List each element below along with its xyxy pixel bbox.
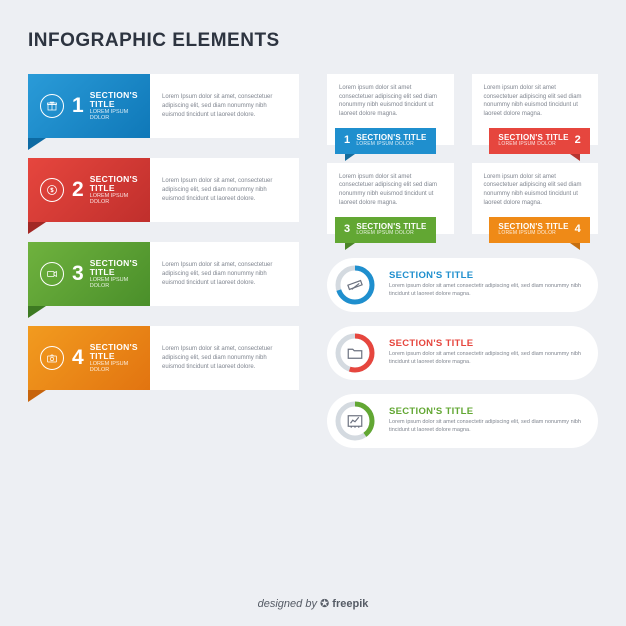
tab-subtitle: LOREM IPSUM DOLOR <box>356 231 426 236</box>
cards-grid: Lorem ipsum dolor sit amet consectetuer … <box>327 74 598 234</box>
pill-body: Lorem ipsum dolor sit amet consectetir a… <box>389 283 582 298</box>
dollar-icon <box>40 178 64 202</box>
freepik-icon: ✪ <box>320 598 332 610</box>
bubble-number: 4 <box>72 346 84 370</box>
pill-body: Lorem ipsum dolor sit amet consectetir a… <box>389 351 582 366</box>
row-description: Lorem Ipsum dolor sit amet, consectetuer… <box>150 74 299 138</box>
left-column: 1 SECTION'S TITLE LOREM IPSUM DOLOR.row:… <box>28 74 299 462</box>
pill-2: SECTION'S TITLE Lorem ipsum dolor sit am… <box>327 326 598 380</box>
right-column: Lorem ipsum dolor sit amet consectetuer … <box>327 74 598 462</box>
bubble-title: SECTION'S TITLE <box>90 91 140 108</box>
tab-number: 4 <box>575 222 581 238</box>
tab-subtitle: LOREM IPSUM DOLOR <box>356 142 426 147</box>
bubble-1: 1 SECTION'S TITLE LOREM IPSUM DOLOR.row:… <box>28 74 150 138</box>
camera-icon <box>40 346 64 370</box>
pill-title: SECTION'S TITLE <box>389 338 582 349</box>
card-tab-3: 3SECTION'S TITLELOREM IPSUM DOLOR <box>335 217 436 243</box>
bubble-subtitle: LOREM IPSUM DOLOR <box>90 278 140 289</box>
tab-subtitle: LOREM IPSUM DOLOR <box>498 142 568 147</box>
pill-title: SECTION'S TITLE <box>389 406 582 417</box>
pill-ring <box>335 401 375 441</box>
bubble-number: 1 <box>72 94 84 118</box>
bubble-2: 2 SECTION'S TITLE LOREM IPSUM DOLOR.row:… <box>28 158 150 222</box>
left-row-3: 3 SECTION'S TITLE LOREM IPSUM DOLOR.row:… <box>28 242 299 306</box>
left-row-1: 1 SECTION'S TITLE LOREM IPSUM DOLOR.row:… <box>28 74 299 138</box>
bubble-title: SECTION'S TITLE <box>90 343 140 360</box>
footer-by: designed by <box>258 598 317 610</box>
pill-title: SECTION'S TITLE <box>389 270 582 281</box>
footer: designed by ✪ freepik <box>0 597 626 610</box>
gift-icon <box>40 94 64 118</box>
bubble-4: 4 SECTION'S TITLE LOREM IPSUM DOLOR.row:… <box>28 326 150 390</box>
bubble-title: SECTION'S TITLE <box>90 175 140 192</box>
card-4: Lorem ipsum dolor sit amet consectetuer … <box>472 163 599 234</box>
card-3: Lorem ipsum dolor sit amet consectetuer … <box>327 163 454 234</box>
video-icon <box>40 262 64 286</box>
main-title: INFOGRAPHIC ELEMENTS <box>28 30 598 52</box>
tab-number: 2 <box>575 133 581 149</box>
bubble-3: 3 SECTION'S TITLE LOREM IPSUM DOLOR.row:… <box>28 242 150 306</box>
bubble-number: 2 <box>72 178 84 202</box>
pill-list: SECTION'S TITLE Lorem ipsum dolor sit am… <box>327 258 598 448</box>
card-1: Lorem ipsum dolor sit amet consectetuer … <box>327 74 454 145</box>
card-tab-4: 4SECTION'S TITLELOREM IPSUM DOLOR <box>489 217 590 243</box>
card-tab-2: 2SECTION'S TITLELOREM IPSUM DOLOR <box>489 128 590 154</box>
pill-3: SECTION'S TITLE Lorem ipsum dolor sit am… <box>327 394 598 448</box>
bubble-number: 3 <box>72 262 84 286</box>
card-tab-1: 1SECTION'S TITLELOREM IPSUM DOLOR <box>335 128 436 154</box>
bubble-subtitle: LOREM IPSUM DOLOR <box>90 194 140 205</box>
left-row-4: 4 SECTION'S TITLE LOREM IPSUM DOLOR.row:… <box>28 326 299 390</box>
pill-body: Lorem ipsum dolor sit amet consectetir a… <box>389 419 582 434</box>
pill-ring <box>335 333 375 373</box>
bubble-subtitle: LOREM IPSUM DOLOR <box>90 362 140 373</box>
left-row-2: 2 SECTION'S TITLE LOREM IPSUM DOLOR.row:… <box>28 158 299 222</box>
card-2: Lorem ipsum dolor sit amet consectetuer … <box>472 74 599 145</box>
footer-brand: freepik <box>332 598 368 610</box>
row-description: Lorem Ipsum dolor sit amet, consectetuer… <box>150 326 299 390</box>
bubble-subtitle: LOREM IPSUM DOLOR <box>90 110 140 121</box>
row-description: Lorem Ipsum dolor sit amet, consectetuer… <box>150 158 299 222</box>
pill-ring <box>335 265 375 305</box>
tab-number: 1 <box>344 133 350 149</box>
row-description: Lorem Ipsum dolor sit amet, consectetuer… <box>150 242 299 306</box>
tab-subtitle: LOREM IPSUM DOLOR <box>498 231 568 236</box>
bubble-title: SECTION'S TITLE <box>90 259 140 276</box>
tab-number: 3 <box>344 222 350 238</box>
pill-1: SECTION'S TITLE Lorem ipsum dolor sit am… <box>327 258 598 312</box>
